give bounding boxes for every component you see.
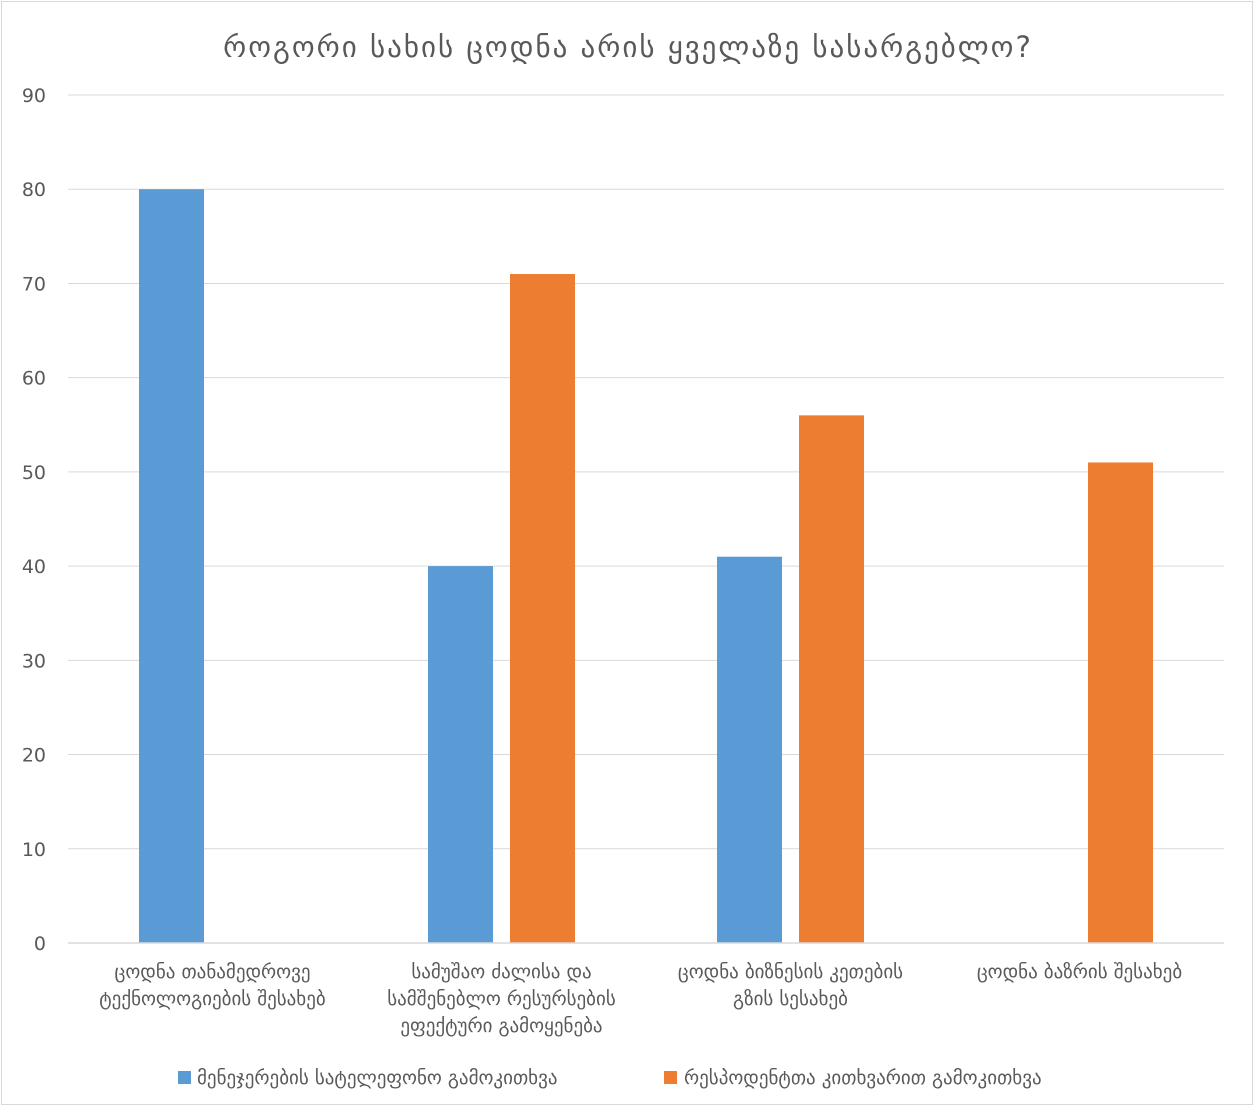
legend-label: მენეჯერების სატელეფონო გამოკითხვა — [197, 1067, 558, 1089]
y-tick-label: 0 — [34, 933, 46, 955]
bar-series-2-category-4 — [1088, 462, 1153, 943]
category-label-line: ეფექტური გამოყენება — [400, 1015, 602, 1037]
legend-swatch — [178, 1071, 191, 1084]
y-tick-label: 10 — [22, 839, 46, 861]
y-tick-label: 60 — [22, 368, 46, 390]
category-label-line: ტექნოლოგიების შესახებ — [99, 988, 325, 1010]
y-tick-label: 70 — [22, 273, 46, 295]
category-label: ცოდნა ბიზნესის კეთების გზის სესახებ — [678, 961, 903, 1010]
bars — [139, 189, 1153, 943]
legend-swatch — [664, 1071, 677, 1084]
category-label-line: ცოდნა ბაზრის შესახებ — [977, 961, 1182, 983]
category-label-line: ცოდნა თანამედროვე — [115, 961, 311, 983]
category-label: სამუშაო ძალისა და სამშენებლო რესურსების ეფ… — [387, 961, 616, 1037]
category-label-line: ცოდნა ბიზნესის კეთების — [678, 961, 903, 983]
y-tick-label: 90 — [22, 85, 46, 107]
legend: მენეჯერების სატელეფონო გამოკითხვა რესპოდე… — [178, 1067, 1042, 1089]
gridlines — [68, 94, 1224, 850]
y-tick-label: 50 — [22, 462, 46, 484]
category-label-line: გზის სესახებ — [733, 988, 848, 1010]
y-tick-label: 20 — [22, 745, 46, 767]
bar-series-2-category-2 — [510, 274, 575, 943]
y-tick-label: 40 — [22, 556, 46, 578]
category-label-line: სამშენებლო რესურსების — [387, 988, 616, 1010]
chart-title: როგორი სახის ცოდნა არის ყველაზე სასარგებ… — [223, 30, 1033, 64]
bar-series-1-category-2 — [428, 566, 493, 943]
legend-label: რესპოდენტთა კითხვარით გამოკითხვა — [684, 1067, 1042, 1089]
y-tick-label: 80 — [22, 179, 46, 201]
bar-series-1-category-1 — [139, 189, 204, 943]
category-labels: ცოდნა თანამედროვე ტექნოლოგიების შესახებ სა… — [99, 961, 1182, 1037]
category-label: ცოდნა თანამედროვე ტექნოლოგიების შესახებ — [99, 961, 325, 1010]
y-tick-label: 30 — [22, 650, 46, 672]
y-axis-tick-labels: 0 10 20 30 40 50 60 70 80 90 — [22, 85, 46, 955]
bar-series-1-category-3 — [717, 556, 782, 943]
category-label: ცოდნა ბაზრის შესახებ — [977, 961, 1182, 983]
category-label-line: სამუშაო ძალისა და — [411, 961, 591, 983]
bar-series-2-category-3 — [799, 415, 864, 943]
